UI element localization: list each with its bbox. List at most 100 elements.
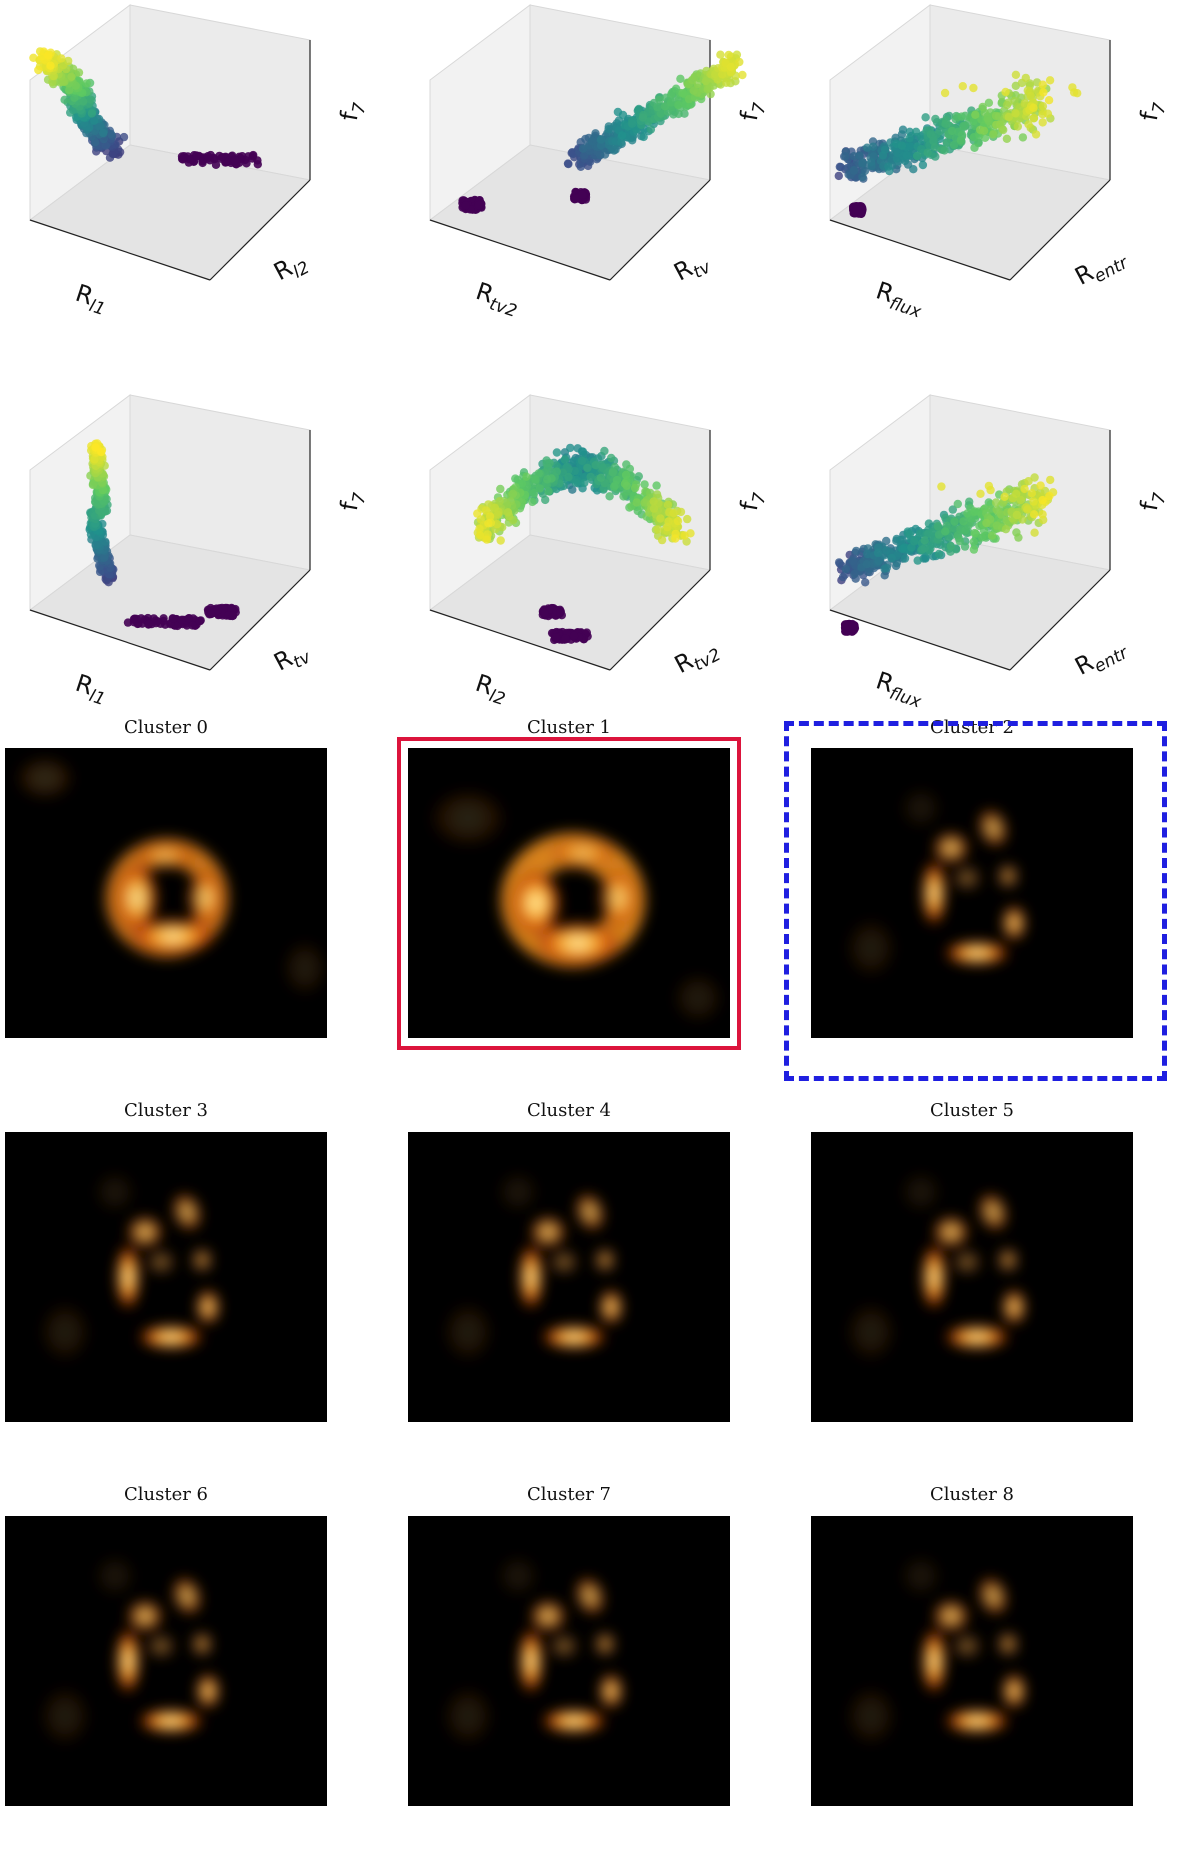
scatter-point [910, 537, 919, 546]
scatter-point [977, 115, 986, 124]
scatter-point [652, 481, 661, 490]
scatter-point [902, 151, 911, 160]
scatter-point-outlier [556, 608, 565, 618]
scatter-point [905, 127, 914, 136]
emission-blob [846, 1302, 896, 1362]
scatter-point [926, 130, 936, 139]
scatter-point [88, 480, 98, 490]
scatter-point-outlier [248, 154, 257, 163]
scatter-point [79, 97, 88, 106]
scatter-point-outlier [192, 151, 201, 160]
scatter-point [852, 546, 861, 556]
scatter-point [674, 101, 683, 110]
scatter-point [65, 86, 74, 95]
emission-blob [443, 1686, 493, 1746]
emission-blob [901, 1172, 941, 1212]
emission-blob [933, 1216, 969, 1248]
scatter3d-panel-5: Rflux Rentr f7 [800, 390, 1200, 730]
scatter-point [605, 492, 614, 501]
x-axis-line [429, 219, 611, 281]
emission-blob [40, 1302, 90, 1362]
scatter-points [834, 473, 1058, 636]
scatter-point [508, 489, 518, 498]
emission-blob [598, 868, 638, 928]
emission-blob [599, 1673, 623, 1709]
scatter-point-outlier [571, 194, 580, 203]
scatter-point [1002, 134, 1012, 143]
scatter-point [640, 480, 649, 489]
scatter-point [969, 83, 978, 93]
y-axis-line [609, 569, 711, 671]
emission-blob [1002, 905, 1026, 941]
cluster-heatmap-svg [5, 1516, 327, 1806]
emission-blob [196, 1289, 220, 1325]
scatter-point [46, 61, 55, 70]
scatter-point [989, 130, 998, 139]
y-axis-line [209, 179, 311, 281]
emission-blob [137, 1325, 205, 1349]
scatter-point-outlier [188, 621, 197, 630]
scatter-point [982, 518, 991, 528]
scatter-point [617, 131, 627, 140]
scatter-point [646, 125, 656, 134]
scatter-point-outlier [173, 621, 182, 631]
emission-blob [498, 1556, 538, 1596]
scatter-point [976, 489, 985, 498]
scatter-point-outlier [137, 614, 146, 623]
scatter-point-outlier [207, 609, 216, 618]
scatter-point [1012, 510, 1022, 520]
scatter-point [666, 98, 676, 107]
scatter-point [880, 571, 889, 580]
scatter-point [940, 88, 950, 98]
emission-blob [953, 866, 981, 890]
scatter-point [693, 79, 702, 89]
scatter-point [490, 503, 500, 512]
image-background [811, 1132, 1133, 1422]
scatter-point-outlier [461, 201, 470, 210]
scatter-point [941, 527, 950, 536]
scatter-point [978, 102, 987, 112]
cluster-image-0 [5, 748, 327, 1038]
emission-blob [922, 1627, 946, 1695]
scatter-point [1036, 481, 1045, 490]
scatter-point [947, 126, 957, 136]
scatter-point [653, 103, 662, 112]
scatter-point [971, 110, 980, 120]
scatter-point-outlier [216, 154, 226, 163]
scatter-point [578, 447, 588, 456]
cluster-image-6 [5, 1516, 327, 1806]
scatter-point [119, 132, 129, 142]
scatter3d-svg-1 [428, 4, 747, 281]
scatter-point [924, 519, 934, 528]
scatter-point [999, 125, 1008, 135]
scatter-point [722, 78, 731, 88]
scatter-point-outlier [228, 611, 238, 620]
x-axis-line [429, 609, 611, 671]
scatter-point [957, 112, 966, 121]
scatter-points [458, 50, 747, 214]
image-background [408, 1516, 730, 1806]
emission-blob [196, 1673, 220, 1709]
scatter-point [963, 509, 972, 518]
scatter-point [657, 535, 667, 545]
emission-blob [549, 837, 617, 869]
emission-blob [846, 918, 896, 978]
scatter-point [106, 129, 116, 139]
scatter-point [44, 51, 53, 60]
scatter-point [887, 553, 896, 563]
scatter-point [724, 50, 733, 60]
scatter-point [1045, 76, 1055, 85]
scatter-point [949, 140, 959, 150]
emission-blob [673, 973, 723, 1023]
scatter-point [473, 509, 482, 518]
scatter-point [858, 172, 867, 182]
emission-blob [187, 870, 223, 926]
scatter-point [929, 136, 938, 146]
scatter-point [930, 143, 940, 152]
scatter-point [1000, 492, 1009, 501]
emission-blob [978, 808, 1008, 848]
scatter-point [680, 109, 689, 118]
cluster-title-4: Cluster 4 [526, 1100, 612, 1121]
highlight-box-solid [397, 737, 741, 1050]
scatter-point-outlier [203, 152, 213, 161]
